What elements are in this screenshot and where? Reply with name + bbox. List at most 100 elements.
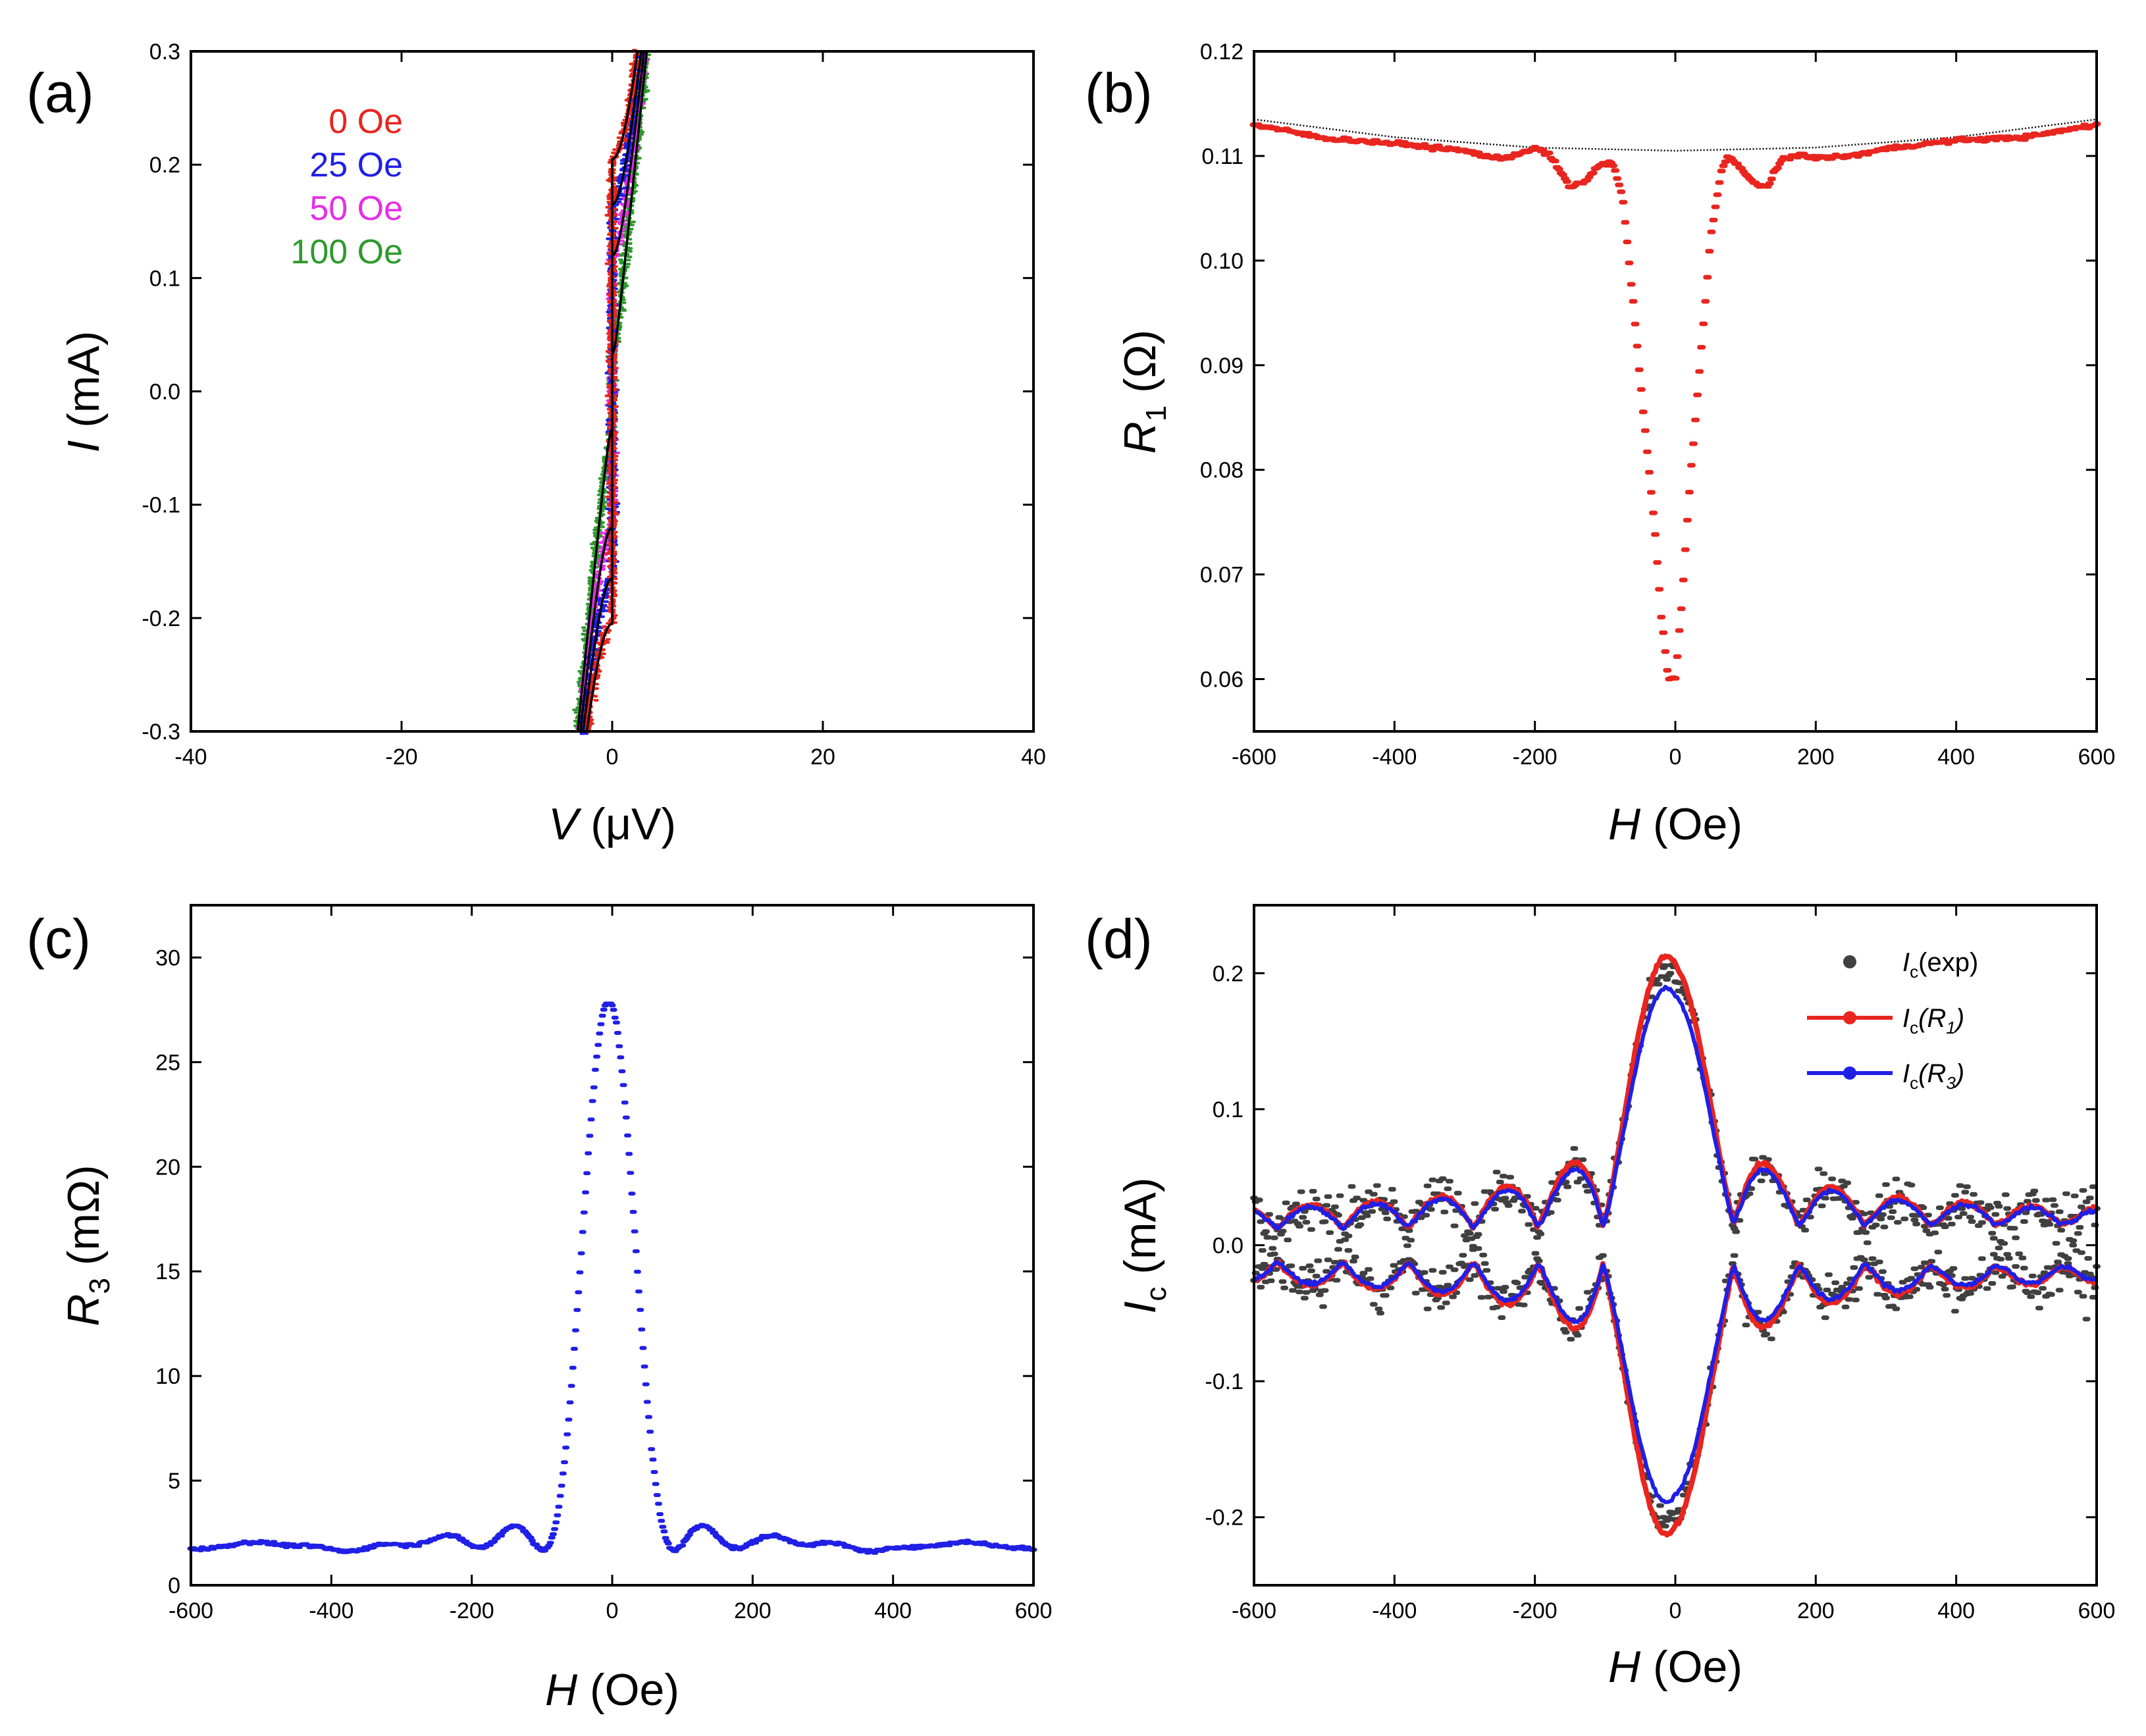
- y-tick-label-a: -0.3: [142, 720, 180, 745]
- x-tick-label-c: 600: [1015, 1598, 1053, 1623]
- panel-b-ylabel: R1 (Ω): [1115, 330, 1172, 454]
- x-tick-label-d: -200: [1513, 1598, 1557, 1623]
- legend-d-exp-marker: [1843, 955, 1856, 968]
- panel-d-frame: [1253, 904, 2098, 1587]
- series-d-Ic(R3): [1252, 984, 2098, 1231]
- legend-a-0oe: 0 Oe: [328, 103, 403, 141]
- panel-label-c: (c): [26, 908, 91, 970]
- y-tick-label-c: 15: [155, 1259, 180, 1284]
- y-tick-label-a: -0.2: [142, 606, 180, 631]
- legend-d-r1-marker: [1843, 1011, 1856, 1024]
- x-tick-label-c: -400: [309, 1598, 353, 1623]
- y-tick-label-b: 0.07: [1200, 563, 1243, 588]
- y-tick-label-b: 0.06: [1200, 668, 1243, 693]
- x-tick-label-b: 600: [2078, 745, 2116, 770]
- x-tick-label-d: 200: [1797, 1598, 1835, 1623]
- fit-curve-a: [612, 51, 642, 206]
- panel-d-chart: -600 -400 -200 0 200 400 600-0.2-0.10.00.10.2 …: [1115, 904, 2115, 1692]
- x-tick-label-a: 0: [606, 745, 619, 770]
- legend-d-r3: Ic(R3): [1902, 1059, 1964, 1093]
- x-tick-label-d: 600: [2078, 1598, 2116, 1623]
- legend-a-100oe: 100 Oe: [290, 233, 403, 271]
- y-tick-label-d: 0.0: [1213, 1234, 1243, 1259]
- y-tick-label-a: 0.1: [149, 266, 180, 291]
- panel-d-marks: [1250, 953, 2101, 1538]
- fit-curve-a: [585, 622, 613, 732]
- panel-a-chart: -40 -20 0 20 40 -0.3 -0.2 -0.1 0.0 0.1 0.2 0.3 0 Oe…: [59, 39, 1046, 849]
- fit-curve-a: [579, 526, 613, 732]
- y-tick-label-b: 0.12: [1200, 39, 1243, 65]
- panel-a-ticks: -40 -20 0 20 40 -0.3 -0.2 -0.1 0.0 0.1 0.2 0.3: [142, 39, 1046, 770]
- series-c-points: [187, 1001, 1037, 1555]
- panel-b-xlabel: H (Oe): [1608, 799, 1742, 849]
- x-tick-label-d: 0: [1669, 1598, 1682, 1623]
- y-tick-label-a: 0.0: [149, 380, 180, 405]
- y-tick-label-c: 5: [168, 1469, 180, 1494]
- y-tick-label-b: 0.11: [1201, 144, 1243, 169]
- legend-d-r1: Ic(R1): [1902, 1004, 1964, 1038]
- y-tick-label-c: 30: [155, 945, 180, 970]
- y-tick-label-d: 0.1: [1213, 1097, 1243, 1122]
- series-d-Ic(R3): [1252, 1259, 2097, 1504]
- panel-label-b: (b): [1085, 62, 1153, 124]
- panel-c-chart: -600 -400 -200 0 200 400 600 0 5 10 15 20 25 30 H (Oe…: [59, 904, 1052, 1715]
- y-tick-label-d: -0.1: [1205, 1369, 1243, 1394]
- series-b-points: [1249, 121, 2101, 681]
- panel-c-xlabel: H (Oe): [545, 1665, 679, 1715]
- panel-c-marks: [187, 1001, 1037, 1555]
- panel-c-ticks: -600 -400 -200 0 200 400 600 0 5 10 15 20 25 30: [155, 905, 1052, 1623]
- legend-d-exp: Ic(exp): [1902, 948, 1978, 982]
- legend-a-50oe: 50 Oe: [309, 190, 403, 228]
- x-tick-label-d: -600: [1232, 1598, 1276, 1623]
- x-tick-label-b: 0: [1669, 745, 1682, 770]
- y-tick-label-c: 0: [168, 1573, 180, 1598]
- panel-b-ticks: -600 -400 -200 0 200 400 600 0.06 0.07 0.08 0.09 0.…: [1200, 39, 2116, 770]
- fit-curve-a: [576, 428, 614, 732]
- legend-d-r3-marker: [1843, 1066, 1856, 1080]
- x-tick-label-c: -600: [169, 1598, 213, 1623]
- x-tick-label-b: -200: [1513, 745, 1557, 770]
- legend-a-25oe: 25 Oe: [309, 146, 403, 184]
- panel-d-ylabel: Ic (mA): [1115, 1177, 1172, 1313]
- x-tick-label-b: 200: [1797, 745, 1835, 770]
- x-tick-label-b: 400: [1937, 745, 1975, 770]
- y-tick-label-a: 0.2: [149, 153, 180, 178]
- panel-d-xlabel: H (Oe): [1608, 1642, 1742, 1692]
- x-tick-label-d: 400: [1937, 1598, 1975, 1623]
- series-d-exp: [1250, 962, 2101, 1529]
- panel-c-ylabel: R3 (mΩ): [59, 1165, 116, 1326]
- x-tick-label-b: -400: [1372, 745, 1417, 770]
- y-tick-label-c: 10: [155, 1364, 180, 1389]
- y-tick-label-b: 0.09: [1200, 354, 1243, 379]
- y-tick-label-b: 0.08: [1200, 458, 1243, 483]
- panel-a-xlabel: V (μV): [548, 799, 676, 849]
- y-tick-label-c: 20: [155, 1155, 180, 1180]
- fit-curve-a: [582, 577, 613, 732]
- y-tick-label-c: 25: [155, 1050, 180, 1075]
- y-tick-label-d: 0.2: [1213, 961, 1243, 986]
- panel-b-chart: -600 -400 -200 0 200 400 600 0.06 0.07 0.08 0.09 0.…: [1115, 39, 2115, 849]
- x-tick-label-a: -40: [174, 745, 207, 770]
- fit-curve-a: [611, 51, 648, 355]
- panel-b-marks: [1249, 118, 2101, 681]
- panel-label-d: (d): [1085, 908, 1153, 970]
- fit-curve-a: [612, 51, 639, 161]
- x-tick-label-a: -20: [385, 745, 417, 770]
- x-tick-label-c: 200: [734, 1598, 772, 1623]
- panel-a-marks: [572, 49, 652, 735]
- panel-a-ylabel: I (mA): [59, 330, 109, 452]
- x-tick-label-c: -200: [450, 1598, 494, 1623]
- fit-curve-a: [612, 51, 646, 257]
- y-tick-label-b: 0.10: [1200, 249, 1243, 274]
- x-tick-label-d: -400: [1372, 1598, 1417, 1623]
- panel-label-a: (a): [26, 62, 94, 124]
- x-tick-label-a: 20: [810, 745, 835, 770]
- baseline-b: [1253, 118, 2097, 152]
- y-tick-label-d: -0.2: [1205, 1506, 1243, 1531]
- panel-d-ticks: -600 -400 -200 0 200 400 600 -0.2 -0.1 0.0 0.1 0.2: [1205, 905, 2115, 1623]
- x-tick-label-a: 40: [1021, 745, 1046, 770]
- x-tick-label-c: 0: [606, 1598, 619, 1623]
- y-tick-label-a: -0.1: [142, 493, 180, 518]
- panel-b-frame: [1253, 50, 2098, 733]
- x-tick-label-c: 400: [874, 1598, 912, 1623]
